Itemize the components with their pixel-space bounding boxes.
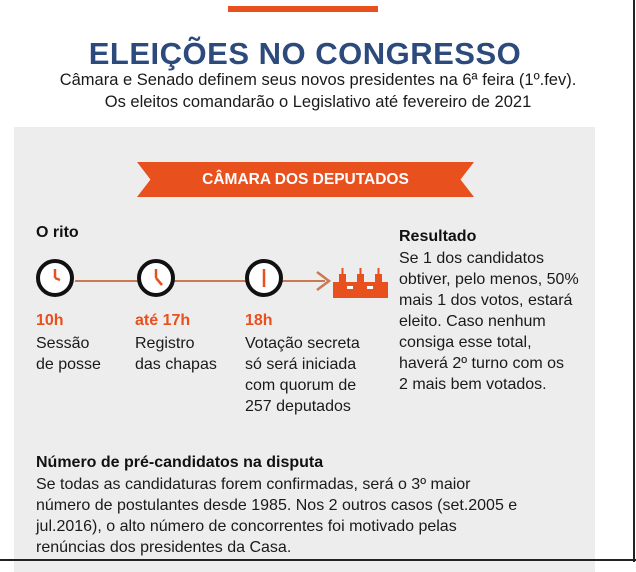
clock-icon bbox=[245, 259, 283, 297]
banner-label: CÂMARA DOS DEPUTADOS bbox=[202, 170, 409, 188]
info-panel bbox=[14, 127, 595, 572]
page-title: ELEIÇÕES NO CONGRESSO bbox=[88, 36, 522, 71]
candidates-text: Se todas as candidaturas forem confirmad… bbox=[36, 476, 518, 556]
right-border bbox=[633, 0, 635, 562]
subtitle-line-2: Os eleitos comandarão o Legislativo até … bbox=[104, 93, 532, 111]
step-time: até 17h bbox=[135, 312, 191, 329]
section-banner: CÂMARA DOS DEPUTADOS bbox=[137, 162, 474, 197]
bottom-border bbox=[0, 559, 636, 561]
top-accent-bar bbox=[228, 6, 378, 12]
result-title: Resultado bbox=[399, 228, 477, 245]
candidates-title: Número de pré-candidatos na disputa bbox=[36, 454, 324, 471]
step-description: Registro das chapas bbox=[135, 335, 217, 373]
step-time: 18h bbox=[245, 312, 273, 329]
step-description: Sessão de posse bbox=[36, 335, 101, 373]
rito-title: O rito bbox=[36, 224, 79, 241]
clock-icon bbox=[137, 259, 175, 297]
result-text: Se 1 dos candidatos obtiver, pelo menos,… bbox=[399, 250, 579, 393]
arrow-icon bbox=[316, 271, 332, 291]
congress-building-icon bbox=[333, 268, 388, 298]
clock-icon bbox=[36, 259, 74, 297]
timeline-line bbox=[75, 280, 325, 282]
step-time: 10h bbox=[36, 312, 64, 329]
subtitle-line-1: Câmara e Senado definem seus novos presi… bbox=[59, 71, 577, 89]
step-description: Votação secreta só será iniciada com quo… bbox=[245, 335, 360, 415]
